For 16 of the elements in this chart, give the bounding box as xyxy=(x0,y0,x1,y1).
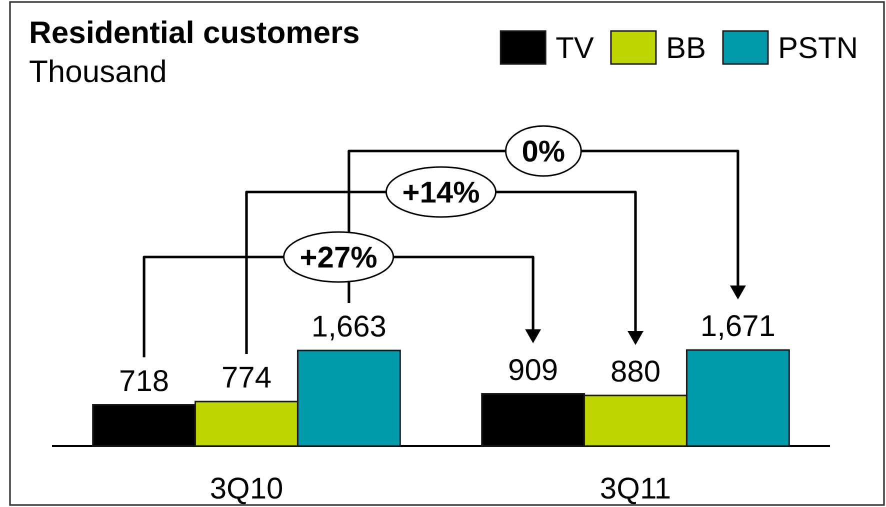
legend-label: TV xyxy=(556,32,594,66)
x-tick-label: 3Q10 xyxy=(210,472,284,506)
data-label: 1,663 xyxy=(311,310,386,344)
data-label: 909 xyxy=(508,354,558,387)
x-tick-label: 3Q11 xyxy=(600,472,672,506)
text: 0% xyxy=(522,136,566,169)
text: +14% xyxy=(402,176,480,210)
data-label: 774 xyxy=(221,362,272,395)
legend-label: PSTN xyxy=(778,32,858,66)
chart-title: Residential customers xyxy=(29,15,360,50)
data-label: 718 xyxy=(119,364,170,398)
data-label: 880 xyxy=(610,355,661,388)
text: +27% xyxy=(300,242,378,275)
data-label: 1,671 xyxy=(700,310,776,343)
chart-subtitle: Thousand xyxy=(29,54,167,89)
legend-label: BB xyxy=(666,32,706,66)
